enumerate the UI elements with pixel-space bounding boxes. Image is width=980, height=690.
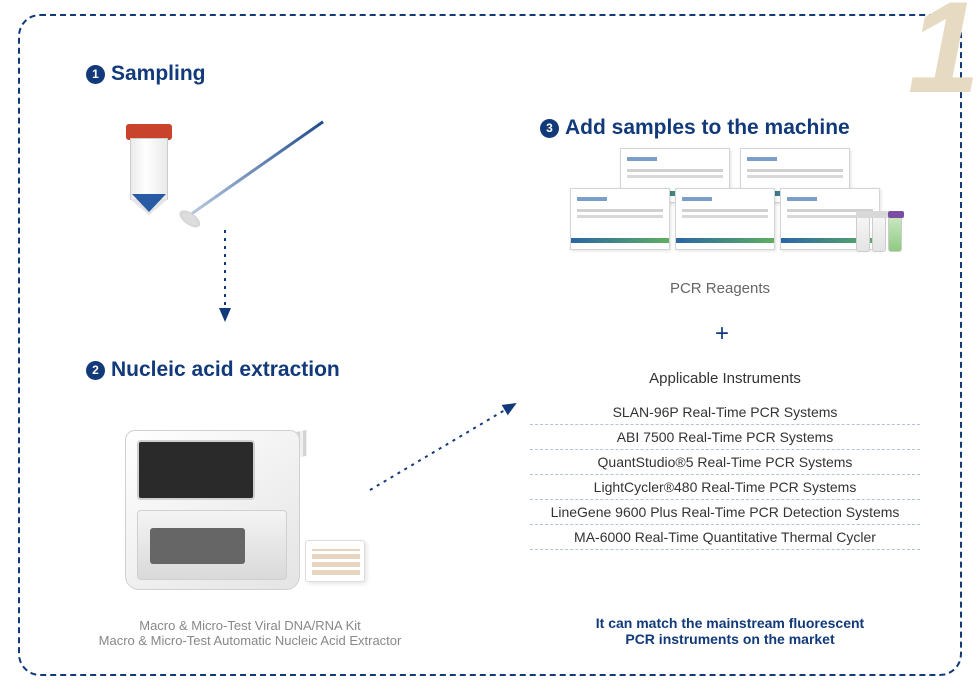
step2-text: Nucleic acid extraction <box>111 358 340 381</box>
instrument-item: QuantStudio®5 Real-Time PCR Systems <box>530 450 920 475</box>
instrument-item: LightCycler®480 Real-Time PCR Systems <box>530 475 920 500</box>
reagent-vial-icon <box>872 216 886 252</box>
reagent-box-icon <box>675 188 775 250</box>
footnote-line2: PCR instruments on the market <box>560 631 900 647</box>
step3-footnote: It can match the mainstream fluorescent … <box>560 615 900 647</box>
step1-text: Sampling <box>111 62 206 85</box>
reagents-illustration <box>560 148 900 268</box>
step2-caption-line1: Macro & Micro-Test Viral DNA/RNA Kit <box>70 618 430 633</box>
sampling-illustration <box>120 108 340 223</box>
plus-icon: + <box>715 320 729 348</box>
step3-badge: 3 <box>540 119 559 138</box>
reagent-vial-icon <box>856 216 870 252</box>
step1-title: 1 Sampling <box>86 62 206 86</box>
step2-badge: 2 <box>86 361 105 380</box>
corner-number: 1 <box>908 0 974 112</box>
dna-rna-kit-icon <box>305 540 365 582</box>
step2-title: 2 Nucleic acid extraction <box>86 358 340 382</box>
instrument-item: ABI 7500 Real-Time PCR Systems <box>530 425 920 450</box>
sample-tube-icon <box>128 124 170 216</box>
instrument-item: SLAN-96P Real-Time PCR Systems <box>530 400 920 425</box>
reagent-vial-icon <box>888 216 902 252</box>
reagent-box-icon <box>570 188 670 250</box>
step2-caption: Macro & Micro-Test Viral DNA/RNA Kit Mac… <box>70 618 430 648</box>
step3-title: 3 Add samples to the machine <box>540 116 850 140</box>
step1-badge: 1 <box>86 65 105 84</box>
instrument-item: MA-6000 Real-Time Quantitative Thermal C… <box>530 525 920 550</box>
swab-icon <box>180 106 330 226</box>
step2-caption-line2: Macro & Micro-Test Automatic Nucleic Aci… <box>70 633 430 648</box>
instrument-item: LineGene 9600 Plus Real-Time PCR Detecti… <box>530 500 920 525</box>
step3-text: Add samples to the machine <box>565 116 850 139</box>
instruments-heading: Applicable Instruments <box>610 370 840 387</box>
reagents-caption: PCR Reagents <box>640 280 800 297</box>
instruments-list: SLAN-96P Real-Time PCR SystemsABI 7500 R… <box>530 400 920 550</box>
extractor-illustration <box>95 390 355 630</box>
footnote-line1: It can match the mainstream fluorescent <box>560 615 900 631</box>
